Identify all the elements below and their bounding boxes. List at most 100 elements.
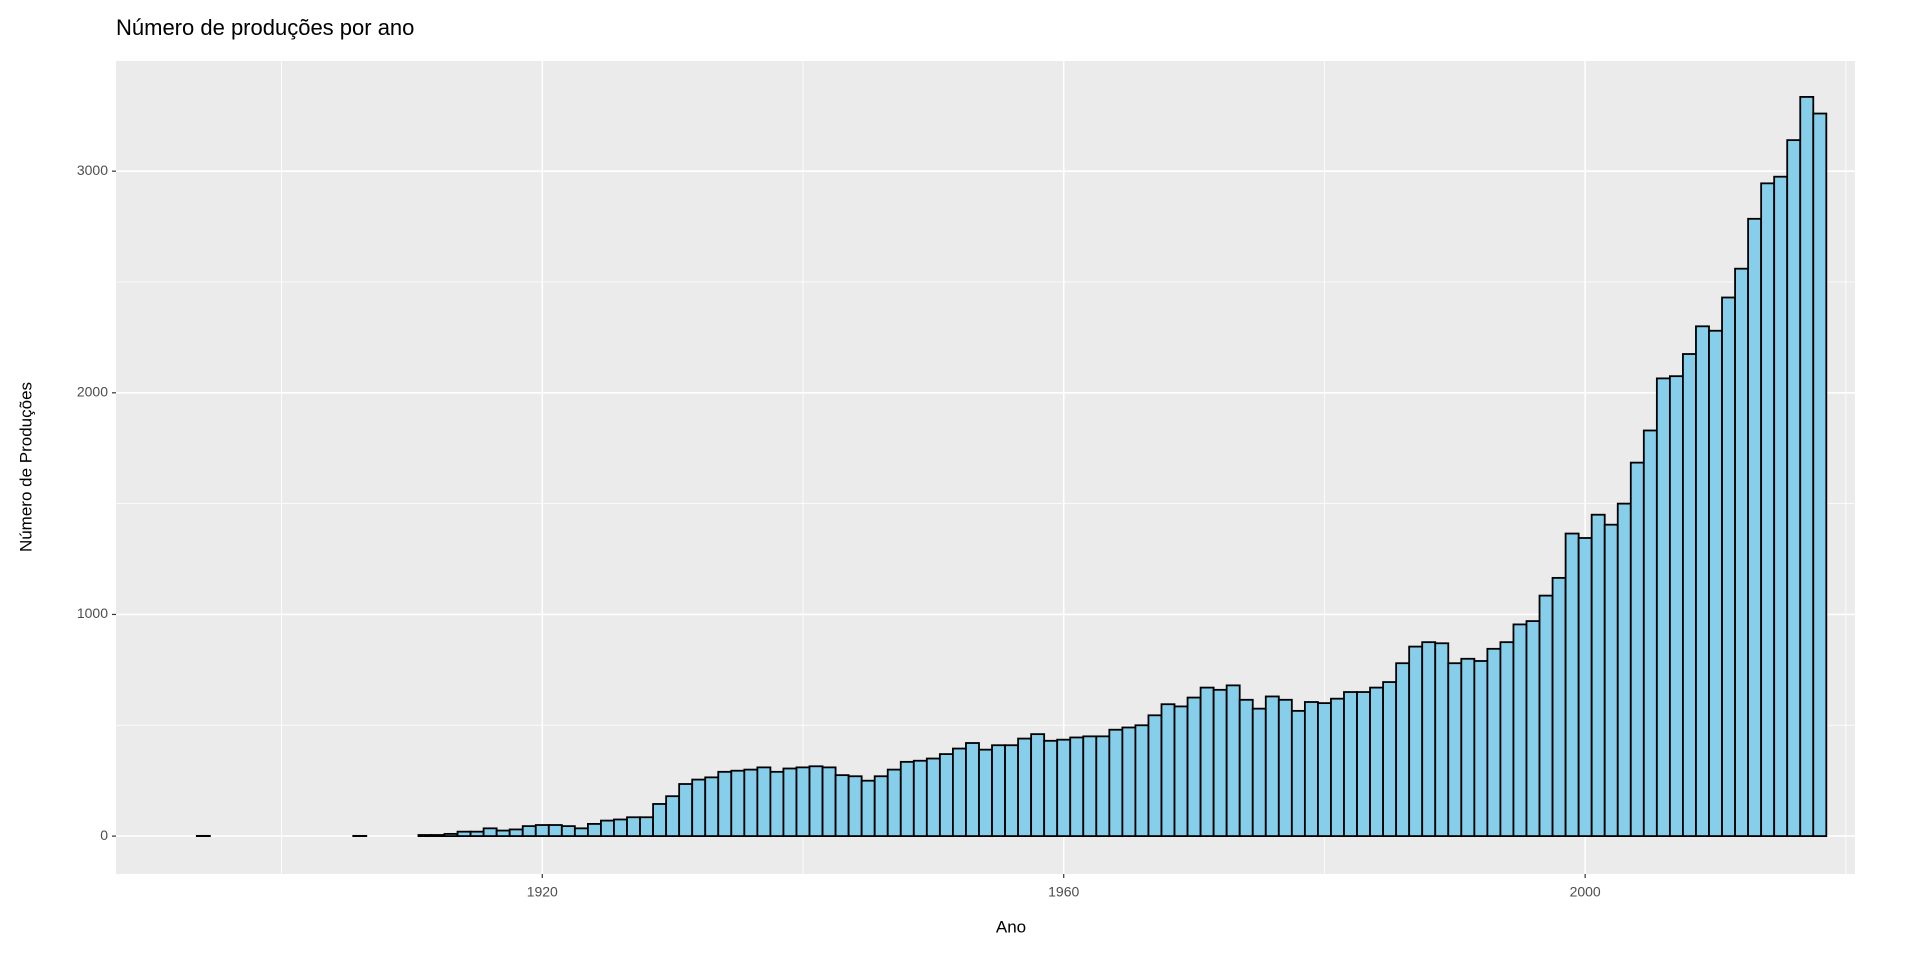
- bar: [456, 830, 472, 837]
- bar: [1773, 175, 1789, 837]
- bar: [1551, 576, 1567, 837]
- bar: [1382, 681, 1398, 837]
- bar: [1238, 698, 1254, 837]
- bar: [1395, 662, 1411, 837]
- bar: [1668, 375, 1684, 837]
- bar: [952, 747, 967, 837]
- bar: [1642, 429, 1658, 837]
- bar: [560, 825, 576, 837]
- bar: [899, 760, 915, 837]
- bar: [1590, 513, 1606, 837]
- bar: [795, 766, 811, 837]
- bar: [821, 766, 837, 837]
- bar: [965, 742, 980, 837]
- bar: [717, 770, 733, 837]
- bar: [743, 768, 759, 837]
- bar: [1147, 714, 1163, 837]
- bar: [587, 823, 602, 837]
- bar: [417, 834, 433, 837]
- bar: [1330, 697, 1345, 837]
- bar: [1603, 523, 1619, 837]
- bar: [1095, 735, 1111, 837]
- y-tick-label: 1000: [77, 605, 108, 621]
- bar: [808, 765, 824, 837]
- chart-title: Número de produções por ano: [116, 15, 414, 40]
- bar: [1069, 736, 1085, 837]
- bar: [626, 816, 641, 837]
- bar: [1577, 537, 1593, 837]
- bar: [1043, 739, 1059, 837]
- bar: [886, 768, 902, 837]
- bar: [1721, 296, 1736, 837]
- bar: [1655, 377, 1671, 837]
- bar: [1538, 594, 1554, 837]
- bar: [978, 748, 993, 837]
- bar: [1225, 684, 1241, 837]
- bar: [1303, 701, 1319, 837]
- bar: [1199, 686, 1215, 837]
- bar: [521, 825, 537, 837]
- bar: [912, 759, 928, 837]
- bar: [613, 818, 628, 837]
- bar: [469, 830, 485, 837]
- bar: [1277, 698, 1293, 837]
- bar: [1017, 737, 1033, 837]
- bar: [573, 827, 589, 837]
- bar: [1004, 744, 1019, 837]
- bar: [1290, 709, 1306, 837]
- bar: [1134, 724, 1150, 837]
- bar: [1708, 329, 1723, 837]
- bar: [782, 767, 798, 837]
- bar: [639, 816, 654, 837]
- y-tick-label: 2000: [77, 384, 108, 400]
- x-axis-title: Ano: [996, 917, 1026, 936]
- bar: [1786, 139, 1802, 837]
- bar: [495, 829, 511, 837]
- bar: [678, 783, 694, 837]
- bar: [1525, 620, 1541, 837]
- y-axis-title: Número de Produções: [16, 382, 35, 552]
- bar: [1056, 738, 1072, 837]
- bar: [834, 774, 850, 837]
- bar: [925, 757, 941, 837]
- bar: [547, 824, 563, 837]
- bar: [1616, 502, 1632, 837]
- bar: [860, 779, 876, 837]
- x-tick-label: 1960: [1048, 884, 1079, 900]
- bar: [691, 778, 707, 837]
- bar: [1082, 735, 1098, 837]
- bar: [1108, 728, 1124, 837]
- bar: [704, 776, 720, 837]
- bar: [1186, 696, 1202, 837]
- bar: [665, 795, 681, 837]
- bar: [600, 819, 615, 837]
- bar: [847, 775, 863, 837]
- bar: [1251, 707, 1267, 837]
- bar: [1212, 688, 1228, 837]
- bar: [534, 824, 550, 837]
- bar: [1460, 657, 1476, 837]
- bar: [1408, 645, 1424, 837]
- bar: [756, 766, 772, 837]
- bar: [1629, 461, 1645, 837]
- bar: [1512, 623, 1528, 837]
- bar: [443, 832, 459, 837]
- bar: [652, 803, 668, 837]
- x-tick-label: 2000: [1570, 884, 1601, 900]
- bar: [873, 775, 889, 837]
- y-tick-label: 0: [100, 827, 108, 843]
- bar: [1264, 695, 1280, 837]
- bar: [430, 834, 446, 837]
- bar: [482, 827, 498, 837]
- bar: [1734, 267, 1750, 837]
- y-tick-label: 3000: [77, 162, 108, 178]
- bar: [938, 753, 954, 837]
- bar: [1682, 353, 1697, 837]
- bar: [1421, 641, 1437, 837]
- bar: [730, 769, 746, 837]
- bar: [1160, 703, 1176, 837]
- bar: [1317, 702, 1332, 837]
- bar: [1030, 733, 1046, 837]
- bar: [1499, 641, 1515, 837]
